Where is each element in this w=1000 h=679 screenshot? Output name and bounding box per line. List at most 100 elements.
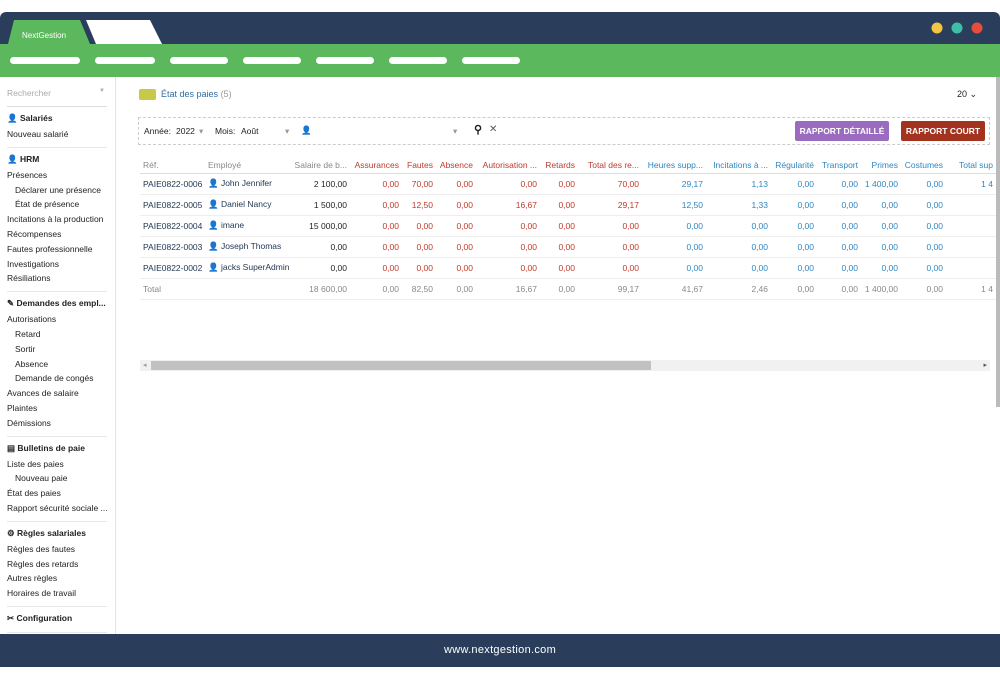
- page-size-select[interactable]: 20 ⌄: [957, 89, 978, 99]
- column-header[interactable]: Salaire de b...: [290, 157, 350, 174]
- table-row[interactable]: PAIE0822-0005 👤 Daniel Nancy 1 500,00 0,00 1…: [140, 194, 996, 216]
- nav-item[interactable]: [170, 57, 228, 64]
- menu-group: 👤 HRM Présences Déclarer une présence État …: [7, 148, 107, 293]
- menu-item[interactable]: Règles des fautes: [7, 543, 76, 554]
- table-cell: 1,33: [706, 194, 771, 216]
- table-cell: PAIE0822-0005: [140, 194, 205, 216]
- column-header[interactable]: Régularité: [771, 157, 817, 174]
- column-header[interactable]: Total des re...: [578, 157, 642, 174]
- menu-subitem[interactable]: Retard: [15, 328, 41, 339]
- scroll-thumb[interactable]: [151, 361, 651, 370]
- menu-group-title[interactable]: ✎ Demandes des empl...: [7, 298, 107, 309]
- nav-item[interactable]: [316, 57, 374, 64]
- column-header[interactable]: Employé: [205, 157, 290, 174]
- menu-item[interactable]: Fautes professionnelle: [7, 243, 93, 254]
- menu-item[interactable]: Liste des paies: [7, 458, 64, 469]
- column-header[interactable]: Assurances: [350, 157, 402, 174]
- nav-item[interactable]: [389, 57, 447, 64]
- menu-item[interactable]: Résiliations: [7, 273, 51, 284]
- table-cell: 0,00: [350, 215, 402, 237]
- menu-subitem[interactable]: Déclarer une présence: [15, 184, 101, 195]
- menu-group-title[interactable]: 👤 Salariés: [7, 113, 107, 124]
- table-cell: [205, 278, 290, 300]
- menu-item[interactable]: Autres règles: [7, 573, 58, 584]
- horizontal-scrollbar[interactable]: ◂ ▸: [140, 360, 990, 371]
- menu-subitem[interactable]: Demande de congés: [15, 373, 94, 384]
- column-header[interactable]: Transport: [817, 157, 861, 174]
- menu-group-title[interactable]: 👤 HRM: [7, 154, 107, 165]
- total-cell: 0,00: [817, 278, 861, 300]
- clear-button[interactable]: ✕: [489, 124, 498, 135]
- table-row[interactable]: PAIE0822-0006 👤 John Jennifer 2 100,00 0,00…: [140, 173, 996, 195]
- column-header[interactable]: Retards: [540, 157, 578, 174]
- column-header[interactable]: Costumes: [901, 157, 946, 174]
- menu-item[interactable]: Présences: [7, 169, 48, 180]
- column-header[interactable]: Primes: [861, 157, 901, 174]
- menu-item[interactable]: Incitations à la production: [7, 214, 104, 225]
- menu-item[interactable]: Règles des retards: [7, 558, 79, 569]
- column-header[interactable]: Total sup: [946, 157, 996, 174]
- table-cell: 0,00: [436, 215, 476, 237]
- menu-item[interactable]: Démissions: [7, 417, 51, 428]
- column-header[interactable]: Absence: [436, 157, 476, 174]
- menu-group-title[interactable]: ▤ Bulletins de paie: [7, 443, 107, 454]
- table-cell: 15 000,00: [290, 215, 350, 237]
- year-select[interactable]: 2022: [176, 126, 195, 136]
- menu-item[interactable]: Horaires de travail: [7, 588, 76, 599]
- menu-item[interactable]: Investigations: [7, 258, 59, 269]
- nav-item[interactable]: [10, 57, 80, 64]
- month-select[interactable]: Août: [241, 126, 259, 136]
- menu-item[interactable]: Avances de salaire: [7, 388, 79, 399]
- menu-subitem[interactable]: Sortir: [15, 343, 36, 354]
- menu-subitem[interactable]: État de présence: [15, 199, 80, 210]
- nav-item[interactable]: [462, 57, 520, 64]
- total-cell: 1 400,00: [861, 278, 901, 300]
- table-cell: 0,00: [861, 215, 901, 237]
- search-box[interactable]: Rechercher ▼: [7, 77, 107, 107]
- menu-item[interactable]: Plaintes: [7, 402, 38, 413]
- search-placeholder: Rechercher: [7, 88, 51, 98]
- menu-item[interactable]: Récompenses: [7, 228, 62, 239]
- column-header[interactable]: Autorisation ...: [476, 157, 540, 174]
- tab-label[interactable]: NextGestion: [22, 31, 67, 40]
- menu-item[interactable]: Rapport sécurité sociale ...: [7, 502, 107, 513]
- menu-item[interactable]: Autorisations: [7, 314, 57, 325]
- table-cell: 0,00: [817, 257, 861, 279]
- table-cell: 👤 Daniel Nancy: [205, 194, 290, 216]
- year-label: Année:: [144, 126, 171, 136]
- table-cell: 70,00: [578, 173, 642, 195]
- menu-group-label: Bulletins de paie: [17, 442, 85, 453]
- nav-item[interactable]: [95, 57, 155, 64]
- table-row[interactable]: PAIE0822-0002 👤 jacks SuperAdmin 0,00 0,00 0…: [140, 257, 996, 279]
- table-cell: 0,00: [771, 257, 817, 279]
- table-row[interactable]: PAIE0822-0004 👤 imane 15 000,00 0,00 0,00 0,0…: [140, 215, 996, 237]
- menu-group-title[interactable]: ⚙ Règles salariales: [7, 528, 107, 539]
- detailed-report-button[interactable]: RAPPORT DÉTAILLÉ: [795, 121, 889, 141]
- search-button[interactable]: ⚲: [474, 124, 483, 136]
- column-header[interactable]: Heures supp...: [642, 157, 706, 174]
- vertical-scrollbar[interactable]: [996, 77, 1000, 407]
- menu-group-title[interactable]: ✂ Configuration: [7, 613, 107, 624]
- total-cell: 18 600,00: [290, 278, 350, 300]
- table-cell: 0,00: [436, 236, 476, 258]
- table-cell: 👤 imane: [205, 215, 290, 237]
- table-row[interactable]: PAIE0822-0003 👤 Joseph Thomas 0,00 0,00 0,00…: [140, 236, 996, 258]
- menu-item[interactable]: État des paies: [7, 488, 61, 499]
- table-cell: 0,00: [402, 257, 436, 279]
- table-cell: 0,00: [290, 236, 350, 258]
- total-row: Total 18 600,00 0,00 82,50 0,00 16,67 0,00 99,1…: [140, 278, 996, 300]
- total-cell: 1 4: [946, 278, 996, 300]
- nav-item[interactable]: [243, 57, 301, 64]
- column-header[interactable]: Fautes: [402, 157, 436, 174]
- total-cell: 0,00: [901, 278, 946, 300]
- menu-subitem[interactable]: Nouveau paie: [15, 473, 68, 484]
- column-header[interactable]: Réf.: [140, 157, 205, 174]
- column-header[interactable]: Incitations à ...: [706, 157, 771, 174]
- menu-item[interactable]: Nouveau salarié: [7, 129, 69, 139]
- short-report-button[interactable]: RAPPORT COURT: [901, 121, 985, 141]
- menu-subitem[interactable]: Absence: [15, 358, 49, 369]
- scroll-right[interactable]: ▸: [983, 362, 987, 369]
- menu-group: ⚙ Règles salariales Règles des fautes Règl…: [7, 522, 107, 607]
- scroll-left[interactable]: ◂: [143, 362, 147, 369]
- menu-group-label: HRM: [19, 153, 40, 164]
